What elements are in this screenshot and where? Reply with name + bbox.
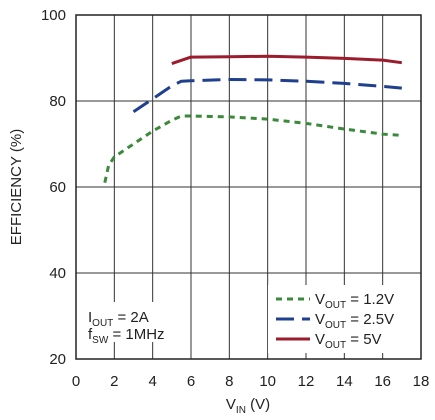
legend-label-sub: OUT [325, 300, 346, 311]
annotation-fsw: fSW = 1MHz [88, 326, 165, 346]
condition-annotation: IOUT = 2A fSW = 1MHz [84, 302, 184, 346]
x-tick-label: 2 [110, 373, 118, 390]
series-lines [103, 54, 403, 184]
annotation-fsw-sub: SW [92, 335, 109, 346]
plot-frame [75, 14, 422, 360]
x-axis-title-main: V [226, 396, 236, 413]
y-axis-title: EFFICIENCY (%) [8, 129, 25, 245]
x-tick-label: 14 [336, 373, 353, 390]
x-tick-label: 4 [148, 373, 156, 390]
annotation-fsw-rest: = 1MHz [108, 326, 164, 343]
x-tick-label: 6 [187, 373, 195, 390]
x-tick-label: 0 [72, 373, 80, 390]
annotation-iout: IOUT = 2A [88, 309, 149, 329]
x-tick-label: 16 [374, 373, 391, 390]
y-tick-label: 80 [49, 93, 66, 110]
legend-label-sub: OUT [325, 340, 346, 351]
x-axis-title: VIN (V) [226, 396, 270, 416]
y-tick-label: 20 [49, 351, 66, 368]
x-tick-labels: 0 2 4 6 8 10 12 14 16 18 [72, 373, 430, 390]
legend-label-sub: OUT [325, 320, 346, 331]
x-tick-label: 10 [259, 373, 276, 390]
y-tick-labels: 20 40 60 80 100 [41, 7, 66, 368]
annotation-iout-main: I [88, 309, 92, 326]
series-line-1 [103, 114, 402, 184]
x-tick-label: 18 [413, 373, 430, 390]
x-axis-title-sub: IN [236, 405, 246, 416]
series-line-3 [171, 54, 403, 66]
y-tick-label: 60 [49, 179, 66, 196]
annotation-iout-rest: = 2A [113, 309, 148, 326]
annotation-iout-sub: OUT [92, 318, 113, 329]
legend-label-rest: = 5V [346, 331, 381, 348]
x-tick-label: 12 [298, 373, 315, 390]
series-line-2 [132, 78, 402, 114]
legend-label-rest: = 2.5V [346, 311, 394, 328]
y-tick-label: 100 [41, 7, 66, 24]
legend-label-main: V [315, 331, 325, 348]
x-axis-title-unit: (V) [246, 396, 270, 413]
legend-label-3: VOUT = 5V [315, 331, 382, 351]
legend-label-main: V [315, 311, 325, 328]
x-tick-label: 8 [225, 373, 233, 390]
annotation-fsw-main: f [88, 326, 93, 343]
legend-label-main: V [315, 291, 325, 308]
legend-label-2: VOUT = 2.5V [315, 311, 394, 331]
annotation-background [84, 302, 184, 342]
y-tick-label: 40 [49, 265, 66, 282]
legend-label-1: VOUT = 1.2V [315, 291, 394, 311]
legend-label-rest: = 1.2V [346, 291, 394, 308]
